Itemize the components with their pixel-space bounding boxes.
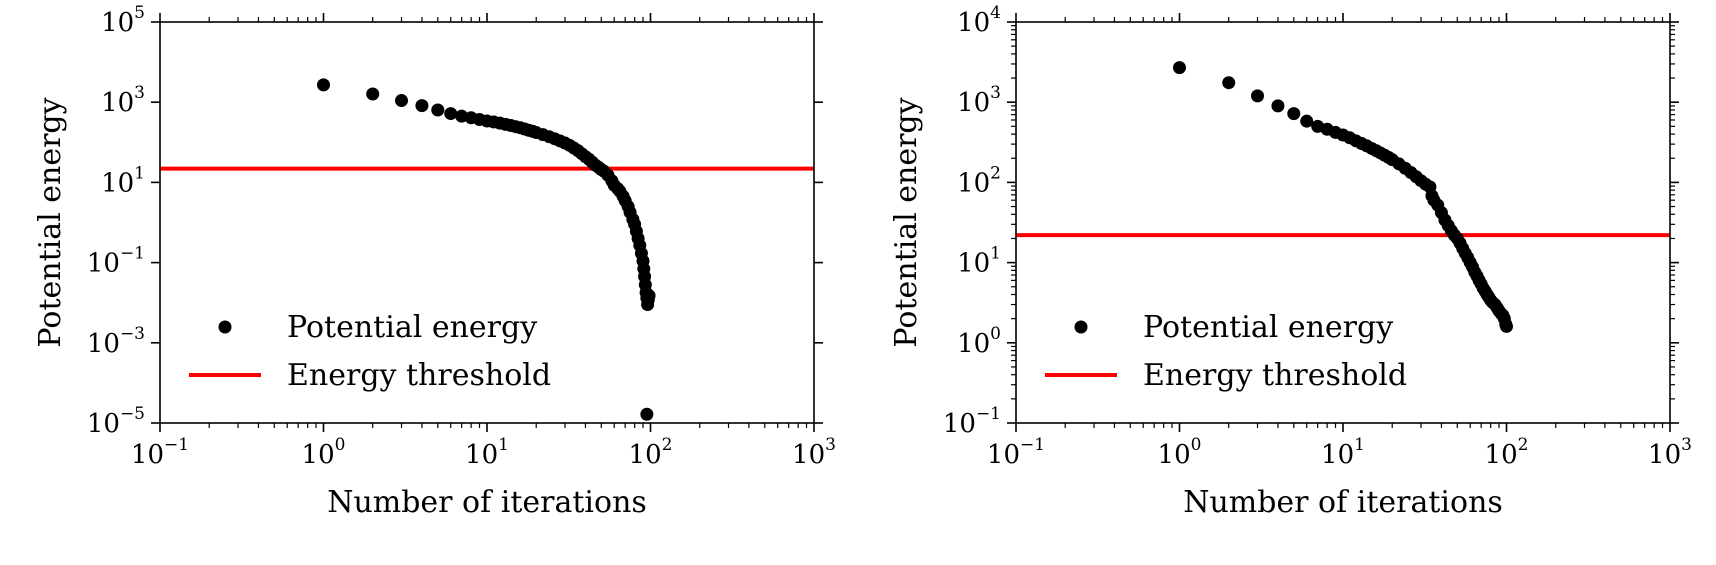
legend-label: Energy threshold [1143, 358, 1407, 393]
y-tick-label: 103 [957, 83, 1001, 118]
legend-label: Potential energy [1143, 310, 1393, 345]
data-point [415, 99, 429, 113]
x-axis-title: Number of iterations [1183, 485, 1503, 520]
tick-labels: 10−1 100 101 102 103 10−5 10−3 10−1 101 103 105 [87, 3, 836, 470]
data-point [317, 78, 330, 92]
x-tick-label: 102 [629, 435, 673, 470]
y-tick-label: 104 [957, 3, 1001, 38]
data-point [1173, 61, 1186, 75]
data-point [640, 407, 654, 421]
data-point [1251, 89, 1265, 103]
data-point [1222, 76, 1236, 90]
y-tick-label: 10−1 [943, 404, 1001, 439]
tick-marks [1007, 13, 1679, 432]
y-tick-label: 101 [957, 244, 1001, 279]
y-tick-label: 100 [957, 324, 1001, 359]
y-tick-label: 103 [101, 83, 145, 118]
y-tick-label: 10−3 [87, 324, 145, 359]
scatter-points [1173, 61, 1513, 333]
data-point [1500, 319, 1513, 333]
y-tick-label: 105 [101, 3, 145, 38]
data-point [1271, 99, 1285, 113]
legend-dot-marker [218, 320, 232, 334]
y-axis-title: Potential energy [33, 97, 68, 347]
x-tick-label: 100 [1158, 435, 1202, 470]
y-axis-title: Potential energy [889, 97, 924, 347]
data-point [431, 103, 445, 117]
y-tick-label: 10−5 [87, 404, 145, 439]
y-tick-label: 102 [957, 163, 1001, 198]
x-axis-title: Number of iterations [327, 485, 647, 520]
x-tick-label: 102 [1485, 435, 1529, 470]
scatter-points [317, 78, 656, 421]
x-tick-label: 10−1 [987, 435, 1045, 470]
x-tick-label: 100 [302, 435, 346, 470]
legend: Potential energy Energy threshold [1045, 310, 1407, 393]
x-tick-label: 103 [792, 435, 836, 470]
x-tick-label: 103 [1648, 435, 1692, 470]
legend: Potential energy Energy threshold [189, 310, 551, 393]
right-chart-panel: 10−1 100 101 102 103 10−1 100 101 102 103 104 Numbe… [889, 3, 1692, 520]
tick-labels: 10−1 100 101 102 103 10−1 100 101 102 103 104 [943, 3, 1692, 470]
data-point [444, 107, 458, 121]
legend-dot-marker [1074, 320, 1088, 334]
x-tick-label: 10−1 [131, 435, 189, 470]
x-tick-label: 101 [465, 435, 509, 470]
data-point [642, 289, 656, 303]
y-tick-label: 101 [101, 163, 145, 198]
legend-label: Energy threshold [287, 358, 551, 393]
legend-label: Potential energy [287, 310, 537, 345]
y-tick-label: 10−1 [87, 244, 145, 279]
axes-frame [1015, 21, 1671, 424]
axes-frame [159, 21, 815, 424]
data-point [1287, 107, 1301, 121]
tick-marks [151, 13, 823, 432]
x-tick-label: 101 [1321, 435, 1365, 470]
left-chart-panel: 10−1 100 101 102 103 10−5 10−3 10−1 101 103 105 Num… [33, 3, 836, 520]
data-point [1300, 114, 1314, 128]
data-point [395, 94, 409, 108]
data-point [366, 87, 380, 101]
